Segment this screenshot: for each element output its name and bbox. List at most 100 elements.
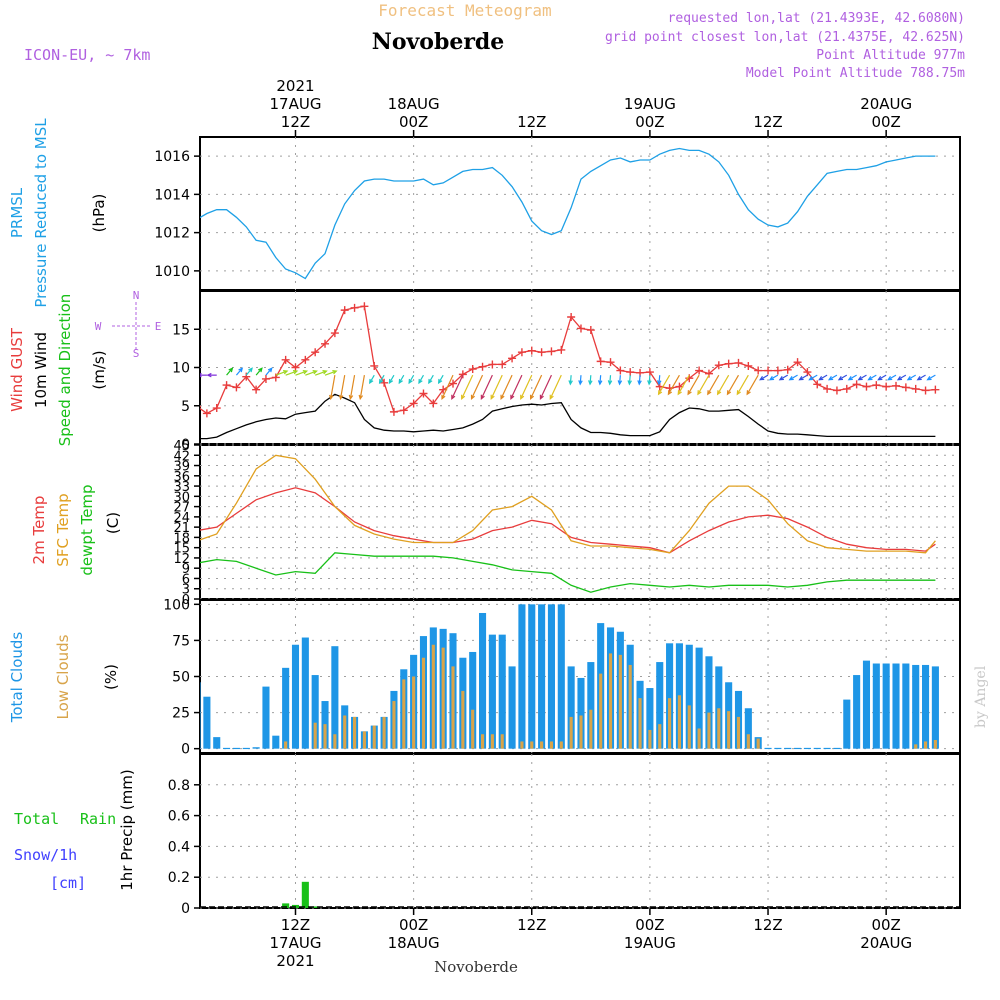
wind-arrow-head [206, 372, 212, 378]
wind-arrow-head [896, 376, 903, 381]
gust-marker [330, 329, 339, 338]
top-time-label: 12Z [281, 113, 310, 131]
wind-arrow [255, 367, 263, 376]
gust-marker [291, 363, 300, 372]
y-tick-label: 15 [173, 542, 190, 557]
total-cloud-bar [538, 604, 546, 749]
gust-marker [576, 324, 585, 333]
wind-arrow-head [736, 390, 741, 396]
y-tick-label: 33 [173, 480, 190, 495]
wind-arrow [726, 374, 740, 395]
wind-arrow-head [470, 394, 476, 400]
wind-arrow [441, 374, 454, 399]
wind-arrow [295, 370, 307, 376]
wind-arrow-head [358, 394, 364, 401]
bottom-time-label: 18AUG [388, 934, 440, 952]
y-tick-label: 45 [173, 439, 190, 454]
panels: 1010101210141016051015036912151821242730… [154, 136, 961, 917]
total-cloud-bar [282, 667, 290, 749]
y-tick-label: 24 [173, 511, 190, 526]
label-low-clouds: Low Clouds [54, 634, 72, 719]
y-tick-label: 42 [173, 449, 190, 464]
bottom-time-label: 20AUG [860, 934, 912, 952]
series-line-dewpt-temp [200, 552, 936, 593]
plot-area [200, 454, 936, 593]
requested-coords: requested lon,lat (21.4393E, 42.6080N) [668, 11, 965, 26]
low-cloud-bar [707, 712, 711, 749]
label-2m-temp: 2m Temp [30, 496, 48, 565]
gust-marker [695, 366, 704, 375]
wind-arrow [789, 374, 798, 381]
gust-marker [921, 386, 930, 395]
y-tick-label: 12 [173, 552, 190, 567]
wind-arrow [599, 375, 602, 385]
wind-arrow [275, 370, 288, 376]
gust-marker [458, 370, 467, 379]
wind-arrow-head [687, 390, 692, 396]
wind-arrow [314, 370, 327, 376]
top-time-label: 2021 [276, 77, 314, 95]
low-cloud-bar [412, 676, 416, 749]
total-cloud-bar [242, 747, 250, 750]
y-tick-label: 6 [182, 572, 190, 587]
wind-arrow-head [788, 376, 794, 381]
model-label: ICON-EU, ~ 7km [24, 46, 150, 64]
total-cloud-bar [774, 747, 782, 750]
wind-arrow [589, 375, 592, 385]
wind-arrow-head [726, 390, 732, 396]
low-cloud-bar [668, 698, 672, 749]
gust-marker [537, 348, 546, 357]
top-time-label: 18AUG [388, 95, 440, 113]
wind-arrow-head [627, 380, 632, 386]
wind-arrow-head [716, 390, 722, 396]
gust-marker [832, 386, 841, 395]
gust-marker [498, 360, 507, 369]
low-cloud-bar [382, 716, 386, 749]
top-time-label: 00Z [399, 113, 428, 131]
top-time-label: 12Z [517, 113, 546, 131]
label-rain: Rain [80, 810, 116, 828]
low-cloud-bar [343, 715, 347, 749]
wind-arrow-head [867, 376, 873, 381]
total-cloud-bar [488, 634, 496, 749]
wind-arrow [897, 374, 907, 381]
wind-arrows [200, 367, 936, 401]
wind-arrow-head [877, 376, 883, 381]
wind-arrow-head [338, 394, 344, 401]
gust-marker [882, 382, 891, 391]
gust-marker [350, 303, 359, 312]
total-cloud-bar [764, 747, 772, 750]
wind-arrow [438, 374, 444, 384]
wind-arrow [707, 374, 720, 395]
y-tick-label: 21 [173, 521, 190, 536]
low-cloud-bar [471, 709, 475, 749]
total-cloud-bar [331, 646, 339, 749]
wind-arrow-head [768, 376, 775, 381]
wind-arrow [549, 374, 562, 399]
wind-arrow [717, 374, 730, 395]
wind-arrow-head [332, 370, 338, 375]
wind-arrow-head [369, 378, 374, 385]
top-time-label: 00Z [871, 113, 900, 131]
wind-arrow [697, 374, 710, 395]
wind-arrow-head [441, 394, 446, 400]
y-tick-label: 75 [172, 633, 190, 649]
y-tick-label: 39 [173, 460, 190, 475]
top-time-label: 19AUG [624, 95, 676, 113]
wind-arrow [480, 374, 493, 399]
gust-marker [744, 361, 753, 370]
gust-marker [419, 389, 428, 398]
low-cloud-bar [402, 679, 406, 749]
low-cloud-bar [756, 738, 760, 749]
wind-arrow [530, 374, 543, 399]
gust-marker [901, 383, 910, 392]
gust-marker [547, 347, 556, 356]
low-cloud-bar [549, 741, 554, 749]
wind-arrow-head [597, 380, 603, 386]
low-cloud-bar [923, 741, 928, 749]
wind-arrow [799, 374, 808, 381]
gust-marker [724, 359, 733, 368]
total-cloud-bar [478, 612, 487, 749]
